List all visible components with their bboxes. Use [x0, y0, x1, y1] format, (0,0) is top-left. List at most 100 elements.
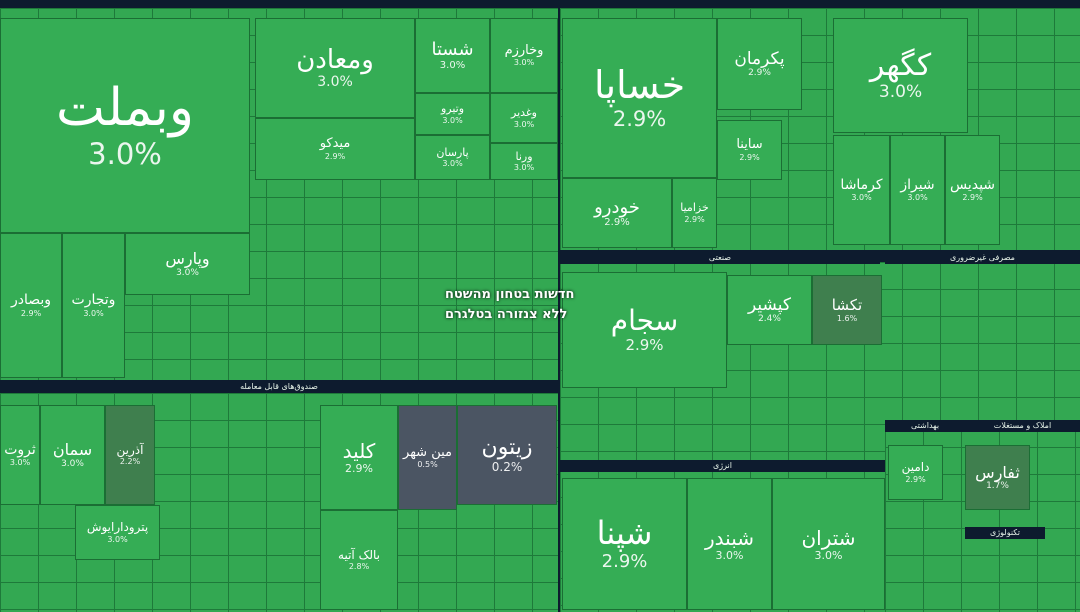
price-change: 3.0% — [907, 193, 928, 203]
stock-symbol: وپارس — [165, 249, 210, 269]
stock-symbol: سمان — [52, 440, 93, 460]
stock-tile: مین شهر 0.5% — [398, 405, 457, 510]
stock-tile: شپدیس 2.9% — [945, 135, 1000, 245]
price-change: 2.9% — [684, 214, 705, 224]
price-change: 1.7% — [986, 481, 1009, 492]
stock-tile: شیراز 3.0% — [890, 135, 945, 245]
stock-tile: آذرین 2.2% — [105, 405, 155, 505]
stock-symbol: وبصادر — [10, 292, 52, 309]
price-change: 2.9% — [748, 68, 771, 79]
stock-tile: وتیرو 3.0% — [415, 93, 490, 135]
sector-header: صندوق‌های قابل معامله — [0, 381, 558, 393]
stock-symbol: کپشیر — [748, 294, 791, 315]
sector-header: املاک و مستغلات — [965, 420, 1080, 432]
price-change: 3.0% — [851, 193, 872, 203]
price-change: 3.0% — [715, 548, 744, 562]
stock-tile: خودرو 2.9% — [562, 178, 672, 248]
stock-symbol: ورنا — [515, 149, 533, 163]
stock-tile: ساینا 2.9% — [717, 120, 782, 180]
stock-tile: وغدیر 3.0% — [490, 93, 558, 143]
price-change: 3.0% — [513, 163, 535, 173]
stock-symbol: ثفارس — [975, 462, 1020, 482]
stock-symbol: خزامیا — [680, 201, 709, 215]
stock-symbol: کرماشا — [840, 176, 883, 193]
stock-symbol: سجام — [610, 303, 679, 337]
stock-tile: وبملت 3.0% — [0, 18, 250, 233]
price-change: 2.9% — [324, 151, 346, 161]
stock-symbol: مین شهر — [403, 444, 452, 460]
price-change: 3.0% — [878, 82, 923, 102]
stock-symbol: ثروت — [4, 441, 36, 458]
stock-symbol: وتجارت — [71, 292, 116, 309]
stock-tile: شستا 3.0% — [415, 18, 490, 93]
stock-tile: کرماشا 3.0% — [833, 135, 890, 245]
stock-symbol: وغدیر — [511, 106, 537, 120]
price-change: 3.0% — [442, 115, 463, 125]
stock-tile: دامین 2.9% — [888, 445, 943, 500]
stock-symbol: خساپا — [593, 63, 686, 108]
stock-tile: وخارزم 3.0% — [490, 18, 558, 93]
price-change: 2.9% — [20, 308, 42, 318]
price-change: 2.9% — [601, 551, 648, 573]
stock-symbol: ساینا — [736, 137, 763, 153]
price-change: 3.0% — [9, 458, 31, 468]
price-change: 2.4% — [758, 314, 781, 325]
stock-symbol: زیتون — [481, 434, 533, 460]
stock-symbol: خودرو — [594, 196, 640, 218]
stock-symbol: تکشا — [831, 296, 863, 315]
stock-symbol: میدکو — [319, 136, 351, 152]
stock-tile: کلید 2.9% — [320, 405, 398, 510]
stock-tile: ثفارس 1.7% — [965, 445, 1030, 510]
stock-tile: میدکو 2.9% — [255, 118, 415, 180]
stock-tile: پکرمان 2.9% — [717, 18, 802, 110]
price-change: 3.0% — [513, 58, 535, 68]
stock-tile: پترودارایوش 3.0% — [75, 505, 160, 560]
price-change: 3.0% — [317, 74, 353, 91]
stock-tile: زیتون 0.2% — [457, 405, 557, 505]
stock-symbol: پترودارایوش — [86, 520, 149, 535]
price-change: 3.0% — [176, 267, 199, 278]
stock-symbol: شپدیس — [949, 176, 996, 193]
stock-tile: ورنا 3.0% — [490, 143, 558, 180]
stock-tile: سجام 2.9% — [562, 272, 727, 388]
price-change: 2.2% — [119, 457, 141, 467]
stock-tile: شتران 3.0% — [772, 478, 885, 610]
price-change: 3.0% — [107, 534, 128, 544]
stock-tile: خساپا 2.9% — [562, 18, 717, 178]
stock-tile: ومعادن 3.0% — [255, 18, 415, 118]
price-change: 2.9% — [625, 336, 664, 355]
price-change: 3.0% — [513, 119, 535, 129]
price-change: 0.5% — [417, 460, 438, 470]
stock-symbol: وبملت — [56, 77, 194, 138]
stock-symbol: ومعادن — [296, 44, 374, 75]
stock-symbol: بالک آتیه — [338, 547, 380, 562]
sector-header: صنعتی — [560, 252, 880, 264]
stock-symbol: کگهر — [869, 48, 932, 83]
sector-header: بهداشتی — [885, 420, 965, 432]
stock-symbol: شبندر — [705, 525, 754, 550]
price-change: 2.9% — [905, 474, 926, 484]
price-change: 3.0% — [814, 548, 843, 562]
stock-symbol: وتیرو — [440, 102, 465, 116]
stock-tile: سمان 3.0% — [40, 405, 105, 505]
stock-symbol: شپنا — [596, 513, 653, 552]
stock-symbol: شستا — [431, 39, 474, 61]
stock-tile: وتجارت 3.0% — [62, 233, 125, 378]
stock-tile: ثروت 3.0% — [0, 405, 40, 505]
stock-symbol: پکرمان — [734, 48, 785, 69]
watermark: חדשות בטחון מהשטח — [445, 287, 575, 302]
price-change: 2.9% — [345, 462, 373, 475]
stock-tile: پارسان 3.0% — [415, 135, 490, 180]
stock-tile: کگهر 3.0% — [833, 18, 968, 133]
price-change: 2.8% — [348, 562, 370, 572]
sector-header: انرژی — [560, 460, 885, 472]
stock-symbol: شیراز — [900, 176, 935, 193]
stock-symbol: دامین — [901, 460, 930, 475]
price-change: 2.9% — [739, 152, 760, 162]
stock-tile: کپشیر 2.4% — [727, 275, 812, 345]
stock-tile: شپنا 2.9% — [562, 478, 687, 610]
price-change: 3.0% — [61, 458, 84, 469]
price-change: 2.9% — [604, 217, 630, 229]
stock-tile: تکشا 1.6% — [812, 275, 882, 345]
price-change: 3.0% — [83, 308, 104, 318]
